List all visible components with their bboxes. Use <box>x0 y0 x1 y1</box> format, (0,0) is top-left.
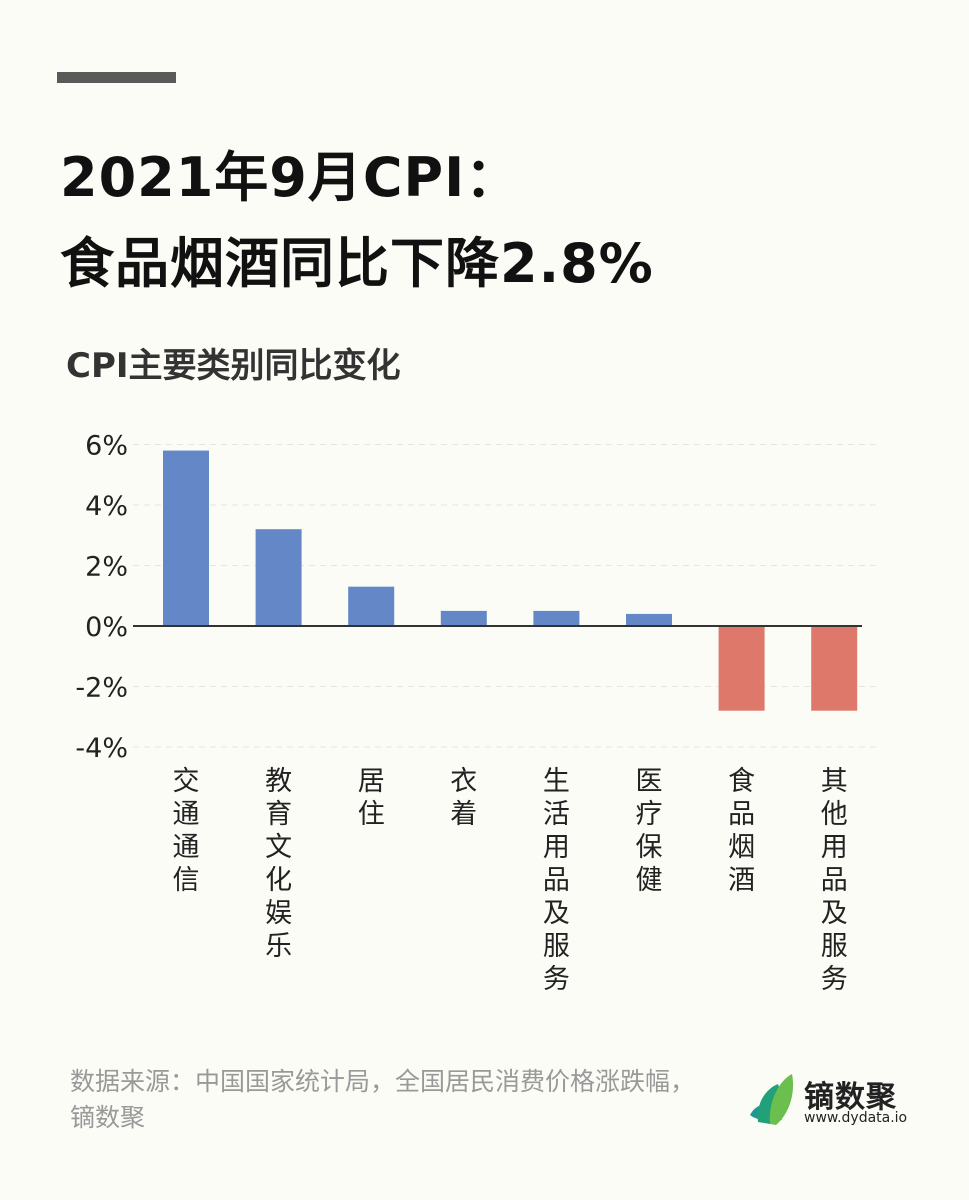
x-tick-label: 酒 <box>728 865 755 896</box>
x-tick-label: 交 <box>173 766 200 797</box>
x-tick-label: 信 <box>173 865 200 896</box>
x-tick-label: 品 <box>728 799 755 830</box>
x-tick-label: 健 <box>636 865 663 896</box>
x-tick-label: 育 <box>265 799 292 830</box>
x-tick-label: 品 <box>543 865 570 896</box>
bar <box>163 450 209 626</box>
bar <box>626 613 672 626</box>
x-tick-label: 务 <box>543 964 570 995</box>
x-tick-label: 疗 <box>636 799 663 830</box>
x-tick-label: 通 <box>173 832 200 863</box>
x-tick-label: 娱 <box>265 898 292 929</box>
bar <box>811 626 858 711</box>
x-tick-label: 保 <box>636 832 663 863</box>
x-tick-label: 居 <box>358 766 385 797</box>
bar <box>533 610 580 626</box>
x-tick-label: 烟 <box>728 832 755 863</box>
decorative-bar <box>57 72 176 83</box>
x-tick-label: 着 <box>450 799 477 830</box>
x-tick-label: 化 <box>265 865 292 896</box>
x-tick-label: 住 <box>358 799 385 830</box>
bar <box>440 610 487 626</box>
x-tick-label: 文 <box>265 832 292 863</box>
x-tick-label: 及 <box>821 898 848 929</box>
source-note: 数据来源：中国国家统计局，全国居民消费价格涨跌幅，镝数聚 <box>70 1067 696 1132</box>
bar-chart: 6%4%2%0%-2%-4%交通通信教育文化娱乐居住衣着生活用品及服务医疗保健食… <box>75 431 880 995</box>
x-tick-label: 务 <box>821 964 848 995</box>
x-tick-label: 他 <box>821 799 848 830</box>
x-tick-label: 用 <box>821 832 848 863</box>
x-tick-label: 通 <box>173 799 200 830</box>
x-tick-label: 其 <box>821 766 848 797</box>
x-tick-label: 及 <box>543 898 570 929</box>
bar <box>718 626 765 711</box>
leaf-logo-icon <box>750 1074 794 1125</box>
x-tick-label: 品 <box>821 865 848 896</box>
bar <box>255 529 302 626</box>
y-tick-label: 6% <box>85 431 128 462</box>
x-tick-label: 生 <box>543 766 570 797</box>
x-tick-label: 用 <box>543 832 570 863</box>
chart-title: CPI主要类别同比变化 <box>66 346 401 386</box>
y-tick-label: -2% <box>75 673 128 704</box>
x-tick-label: 活 <box>543 799 570 830</box>
page-title: 2021年9月CPI： 食品烟酒同比下降2.8% <box>60 146 654 295</box>
x-tick-label: 医 <box>636 766 663 797</box>
logo: 镝数聚 www.dydata.io <box>748 1070 918 1130</box>
x-tick-label: 服 <box>543 931 570 962</box>
x-tick-label: 乐 <box>265 931 292 962</box>
y-tick-label: 4% <box>85 491 128 522</box>
y-tick-label: 2% <box>85 552 128 583</box>
y-tick-label: -4% <box>75 733 128 764</box>
x-tick-label: 服 <box>821 931 848 962</box>
x-tick-label: 衣 <box>450 766 477 797</box>
x-tick-label: 食 <box>728 766 755 797</box>
bar <box>348 586 395 626</box>
x-tick-label: 教 <box>265 766 292 797</box>
y-tick-label: 0% <box>85 612 128 643</box>
